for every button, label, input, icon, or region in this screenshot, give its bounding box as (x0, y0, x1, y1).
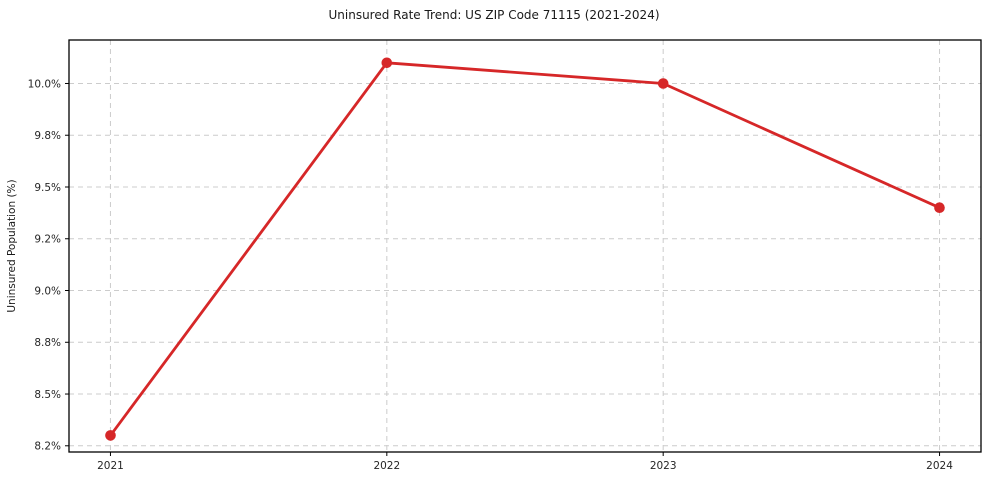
data-point (934, 202, 945, 213)
x-tick-label: 2023 (650, 460, 677, 472)
x-tick-label: 2021 (97, 460, 124, 472)
y-tick-label: 9.0% (34, 285, 61, 297)
data-point (381, 57, 393, 69)
x-tick-label: 2022 (373, 460, 400, 472)
trend-line (109, 61, 941, 437)
y-tick-label: 8.8% (34, 337, 61, 349)
data-point (105, 430, 116, 441)
y-tick-label: 10.0% (28, 78, 61, 90)
y-axis-label: Uninsured Population (%) (6, 179, 18, 312)
y-tick-label: 8.2% (34, 441, 61, 453)
y-tick-label: 9.5% (34, 182, 61, 194)
y-tick-label: 8.5% (34, 389, 61, 401)
plot-area: 2021 2022 2023 2024 8.2% 8.5% 8.8% 9.0% 9.2% 9.5%… (28, 39, 982, 472)
data-point (657, 78, 669, 89)
y-tick-label: 9.8% (34, 130, 61, 142)
x-tick-label: 2024 (926, 460, 953, 472)
chart-title: Uninsured Rate Trend: US ZIP Code 71115 … (328, 8, 659, 22)
plot-border (68, 39, 982, 453)
y-tick-label: 9.2% (34, 234, 61, 246)
